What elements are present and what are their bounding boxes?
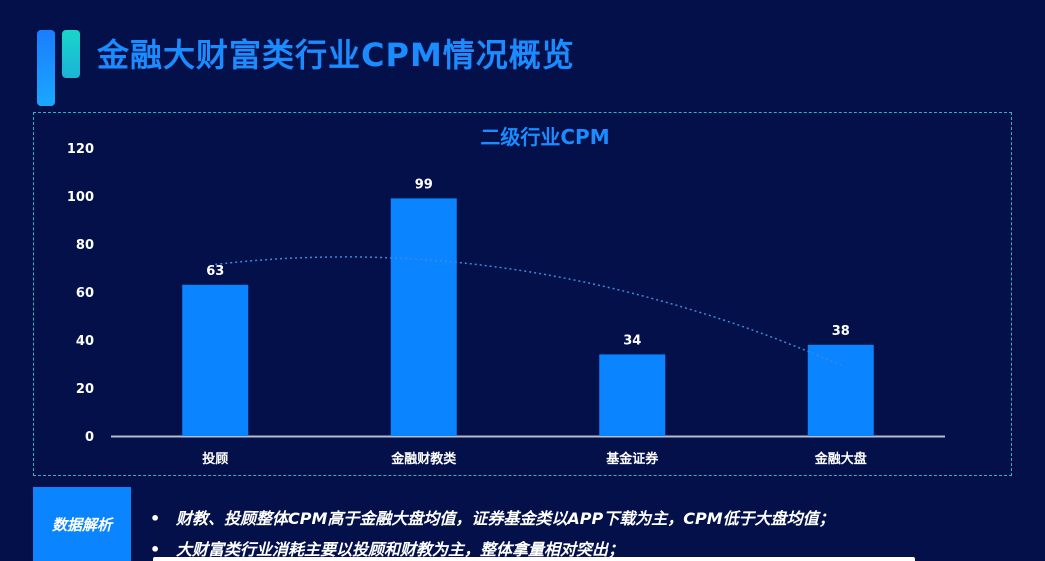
bar: [599, 354, 666, 436]
x-tick-label: 金融财教类: [390, 451, 457, 467]
data-label: 34: [623, 333, 641, 348]
y-tick-label: 80: [76, 238, 94, 253]
y-tick-label: 40: [76, 334, 94, 349]
y-tick-label: 20: [76, 382, 94, 397]
y-tick-label: 100: [67, 190, 94, 205]
x-tick-label: 基金证券: [605, 451, 659, 467]
x-tick-label: 金融大盘: [814, 451, 867, 467]
data-label: 99: [415, 177, 433, 192]
analysis-point-text: 大财富类行业消耗主要以投顾和财教为主，整体拿量相对突出；: [176, 540, 625, 559]
data-label: 38: [832, 324, 850, 339]
bullet-dot: •: [150, 540, 161, 559]
y-tick-label: 60: [76, 286, 94, 301]
trendline: [215, 256, 842, 366]
bar: [807, 344, 874, 436]
data-label: 63: [206, 264, 224, 279]
bar: [182, 284, 249, 436]
y-tick-label: 120: [67, 142, 94, 157]
bullet-dot: •: [150, 509, 161, 528]
title-accent-bar-teal: [62, 30, 80, 78]
chart-title: 二级行业CPM: [480, 125, 609, 149]
title-accent-bar-blue: [37, 30, 55, 106]
analysis-tag: 数据解析: [33, 487, 131, 561]
page-title: 金融大财富类行业CPM情况概览: [97, 36, 575, 74]
analysis-point-2: • 大财富类行业消耗主要以投顾和财教为主，整体拿量相对突出；: [150, 536, 624, 560]
chart-panel: [33, 112, 1012, 476]
bottom-strip: [153, 557, 915, 561]
x-tick-label: 投顾: [202, 451, 228, 467]
analysis-point-text: 财教、投顾整体CPM高于金融大盘均值，证券基金类以APP下载为主，CPM低于大盘…: [176, 509, 835, 528]
analysis-point-1: • 财教、投顾整体CPM高于金融大盘均值，证券基金类以APP下载为主，CPM低于大…: [150, 505, 835, 529]
bar: [390, 198, 457, 436]
y-tick-label: 0: [85, 430, 94, 445]
